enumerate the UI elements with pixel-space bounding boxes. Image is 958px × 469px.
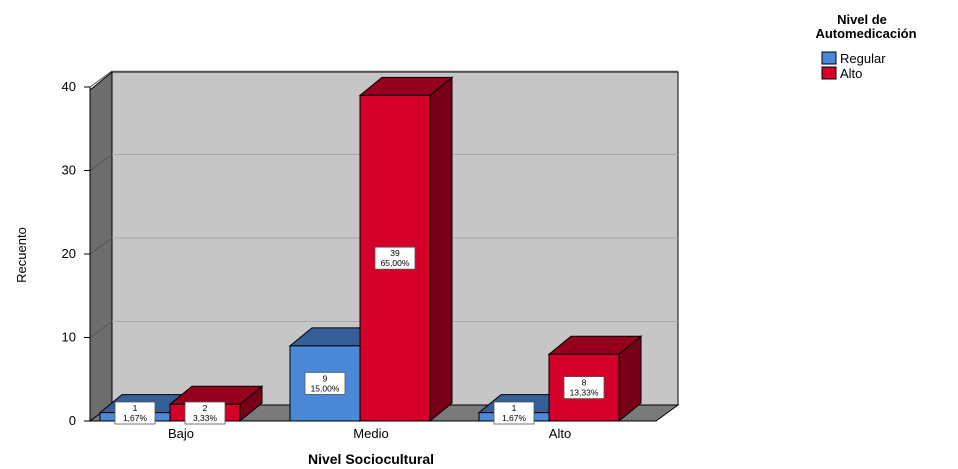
legend-title-line-1: Nivel de [837, 12, 887, 27]
gridline-side [89, 154, 113, 171]
data-label-percent: 1,67% [123, 413, 148, 423]
y-axis-title: Recuento [14, 227, 29, 283]
x-category-label: Bajo [168, 426, 194, 441]
data-label-count: 8 [582, 378, 587, 388]
legend-label-alto: Alto [840, 66, 862, 81]
data-label-count: 2 [203, 403, 208, 413]
y-tick-label: 30 [62, 163, 76, 178]
x-category-label: Alto [549, 426, 571, 441]
y-tick-label: 0 [69, 413, 76, 428]
x-axis-title: Nivel Sociocultural [308, 451, 434, 467]
gridline-side [89, 321, 113, 338]
data-label-percent: 13,33% [570, 388, 599, 398]
y-tick-label: 40 [62, 79, 76, 94]
x-category-label: Medio [353, 426, 388, 441]
y-tick-label: 10 [62, 330, 76, 345]
data-label-box [184, 401, 226, 425]
bar-front [289, 345, 361, 422]
data-label-box [493, 401, 535, 425]
y-tick-label: 20 [62, 246, 76, 261]
data-label-count: 39 [390, 248, 400, 258]
data-label-percent: 3,33% [193, 413, 218, 423]
data-label-count: 9 [323, 373, 328, 383]
gridline-side [89, 237, 113, 255]
data-label-count: 1 [133, 403, 138, 413]
gridline-side [89, 70, 113, 88]
data-label-box [304, 372, 346, 395]
data-label-box [114, 401, 156, 425]
legend-swatch-alto [821, 66, 837, 80]
data-label-count: 1 [512, 403, 517, 413]
data-label-box [374, 246, 416, 270]
bar-side [429, 76, 453, 423]
legend-swatch-regular [821, 51, 837, 65]
data-label-percent: 1,67% [502, 413, 527, 423]
legend-title-line-2: Automedicación [815, 26, 916, 41]
legend-label-regular: Regular [840, 51, 886, 66]
data-label-percent: 65,00% [381, 258, 410, 268]
data-label-box [563, 376, 605, 400]
data-label-percent: 15,00% [311, 383, 340, 393]
